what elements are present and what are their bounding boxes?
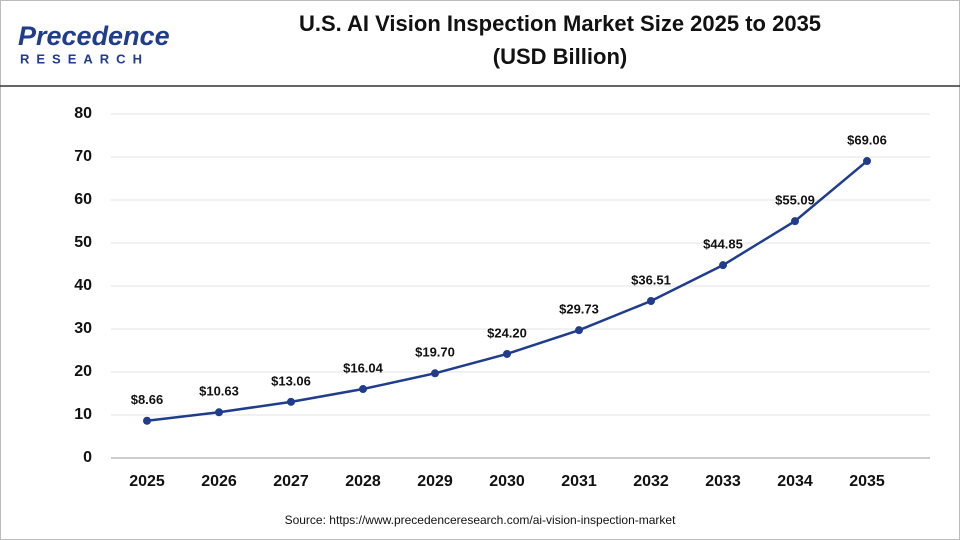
data-point <box>791 217 799 226</box>
data-point <box>431 369 439 378</box>
data-label: $55.09 <box>775 193 815 208</box>
y-tick-label: 30 <box>74 320 92 337</box>
data-point <box>719 261 727 270</box>
y-tick-label: 80 <box>74 105 92 122</box>
x-tick-label: 2027 <box>273 473 309 490</box>
data-label: $29.73 <box>559 302 599 317</box>
data-point <box>287 397 295 406</box>
data-label: $69.06 <box>847 132 887 147</box>
x-tick-label: 2031 <box>561 473 597 490</box>
y-tick-label: 10 <box>74 406 92 423</box>
data-label: $24.20 <box>487 325 527 340</box>
data-label: $10.63 <box>199 384 239 399</box>
data-label: $36.51 <box>631 272 671 287</box>
data-point <box>503 349 511 358</box>
y-tick-label: 40 <box>74 277 92 294</box>
logo-tagline: RESEARCH <box>20 51 149 66</box>
source-note: Source: https://www.precedenceresearch.c… <box>285 513 676 527</box>
x-tick-label: 2030 <box>489 473 525 490</box>
data-point <box>215 408 223 417</box>
x-tick-label: 2025 <box>129 473 165 490</box>
y-tick-label: 0 <box>83 449 92 466</box>
data-label: $16.04 <box>343 360 384 375</box>
x-tick-label: 2028 <box>345 473 381 490</box>
data-point <box>647 297 655 306</box>
x-tick-label: 2032 <box>633 473 669 490</box>
data-label: $8.66 <box>131 392 164 407</box>
chart-title: U.S. AI Vision Inspection Market Size 20… <box>299 11 821 36</box>
logo-name: Precedence <box>18 21 170 51</box>
data-point <box>143 416 151 425</box>
y-tick-label: 20 <box>74 363 92 380</box>
x-tick-label: 2033 <box>705 473 741 490</box>
y-tick-label: 50 <box>74 234 92 251</box>
data-label: $44.85 <box>703 237 743 252</box>
data-point <box>863 157 871 166</box>
chart-subtitle: (USD Billion) <box>493 44 627 69</box>
x-tick-label: 2026 <box>201 473 237 490</box>
y-tick-label: 60 <box>74 191 92 208</box>
data-label: $19.70 <box>415 345 455 360</box>
data-label: $13.06 <box>271 373 311 388</box>
x-tick-label: 2034 <box>777 473 813 490</box>
x-tick-label: 2029 <box>417 473 453 490</box>
data-point <box>575 326 583 335</box>
x-tick-label: 2035 <box>849 473 885 490</box>
y-tick-label: 70 <box>74 148 92 165</box>
data-point <box>359 385 367 394</box>
